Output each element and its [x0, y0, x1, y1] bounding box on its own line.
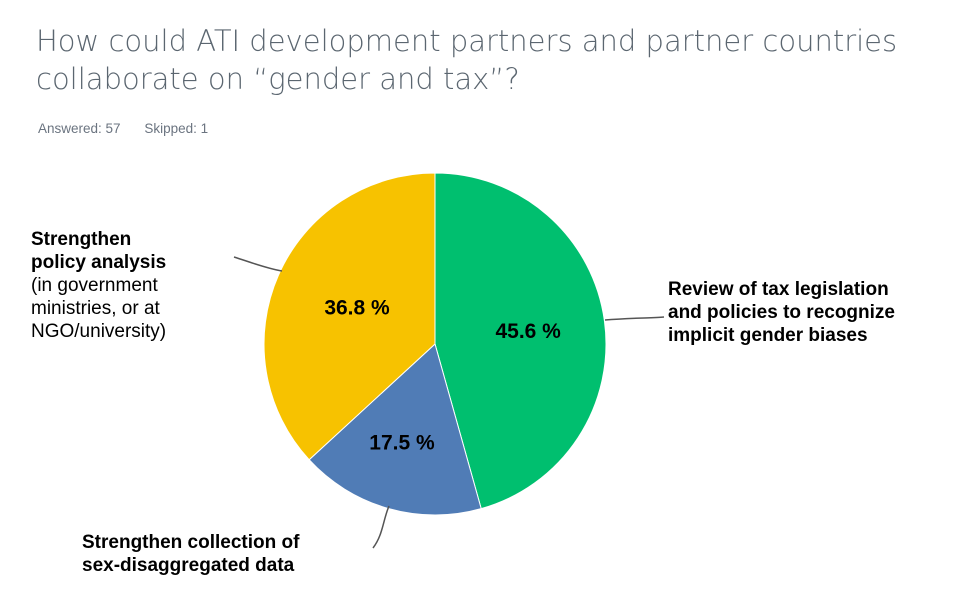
- slice-review-legislation: [434, 172, 607, 510]
- percent-label-1: 17.5 %: [369, 432, 435, 455]
- percent-labels: 45.6 % 17.5 % 36.8 %: [324, 297, 561, 455]
- leader-line-collect: [372, 505, 390, 549]
- percent-label-0: 45.6 %: [495, 320, 561, 343]
- chart-title: How could ATI development partners and p…: [36, 22, 936, 98]
- chart-title-line-2: collaborate on “gender and tax”?: [36, 62, 520, 96]
- policy-label-sub-1: (in government: [31, 275, 158, 296]
- slice-label-data-collection: Strengthen collection of sex-disaggregat…: [82, 531, 352, 577]
- percent-label-2: 36.8 %: [324, 297, 390, 320]
- policy-label-sub-3: NGO/university): [31, 321, 167, 342]
- slice-policy-analysis: [263, 172, 436, 461]
- skipped-count: Skipped: 1: [144, 121, 209, 136]
- answered-count: Answered: 57: [38, 121, 121, 136]
- review-label-line-3: implicit gender biases: [668, 325, 868, 346]
- pie-slices: [263, 172, 607, 516]
- slice-label-review-legislation: Review of tax legislation and policies t…: [668, 278, 953, 347]
- slice-label-policy-analysis: Strengthen policy analysis (in governmen…: [31, 228, 231, 343]
- policy-label-bold-1: Strengthen: [31, 229, 132, 250]
- chart-title-line-1: How could ATI development partners and p…: [36, 24, 898, 58]
- review-label-line-2: and policies to recognize: [668, 302, 895, 323]
- leader-line-review: [604, 316, 665, 321]
- review-label-line-1: Review of tax legislation: [668, 279, 889, 300]
- leader-lines: [233, 256, 665, 549]
- leader-line-policy: [233, 256, 283, 272]
- collect-label-line-2: sex-disaggregated data: [82, 555, 295, 576]
- response-stats: Answered: 57 Skipped: 1: [38, 121, 228, 136]
- policy-label-bold-2: policy analysis: [31, 252, 167, 273]
- collect-label-line-1: Strengthen collection of: [82, 532, 300, 553]
- policy-label-sub-2: ministries, or at: [31, 298, 160, 319]
